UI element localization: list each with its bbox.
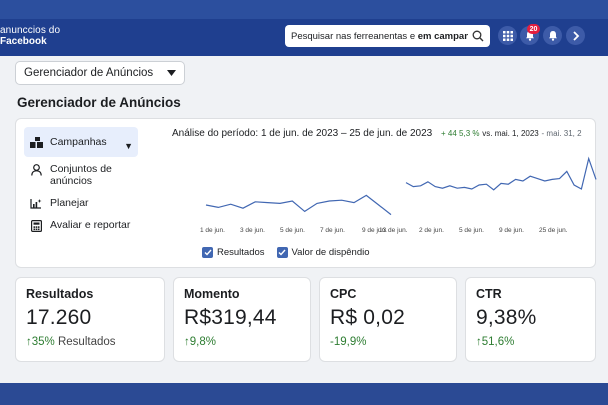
sidebar-nav: Campanhas ▼ Conjuntos de anúncios Planej… <box>24 127 138 238</box>
bottom-bar <box>0 383 608 405</box>
top-bar-strip <box>0 0 608 19</box>
nav-item-label: Planejar <box>50 197 89 209</box>
search-input[interactable]: Pesquisar nas ferreanentas e em campanha… <box>285 25 490 47</box>
kpi-card-cpc[interactable]: CPC R$ 0,02 -19,9% <box>319 277 457 362</box>
nav-item-plan[interactable]: Planejar <box>24 193 138 213</box>
kpi-value: R$ 0,02 <box>330 306 405 329</box>
legend-label: Valor de dispêndio <box>291 247 370 258</box>
kpi-name: CPC <box>330 287 357 301</box>
x-tick-label: 2 de jun. <box>419 227 444 234</box>
brand-line2: Facebook <box>0 36 47 47</box>
x-tick-label: 13 de jun. <box>379 227 408 234</box>
kpi-card-results[interactable]: Resultados 17.260 ↑35% Resultados <box>15 277 165 362</box>
arrow-up-icon: ↑ <box>26 336 32 348</box>
brand-line1: anunccios do <box>0 25 61 36</box>
kpi-name: Resultados <box>26 287 94 301</box>
chevron-right-icon <box>572 30 579 41</box>
kpi-change: -19,9% <box>330 336 367 348</box>
forward-button[interactable] <box>566 26 585 45</box>
chart-x-axis: 1 de jun. 3 de jun. 5 de jun. 7 de jun. 9 de… <box>200 227 581 239</box>
period-summary: Análise do período: 1 de jun. de 2023 – … <box>172 128 582 139</box>
notifications-badge: 20 <box>527 24 540 34</box>
performance-chart <box>205 156 597 216</box>
alerts-button[interactable] <box>543 26 562 45</box>
checkbox-checked-icon[interactable] <box>276 247 288 258</box>
legend-spend[interactable]: Valor de dispêndio <box>276 247 370 258</box>
bell-icon <box>548 31 557 41</box>
search-bold-text: em campanhas <box>417 30 468 42</box>
nav-item-campaigns[interactable]: Campanhas ▼ <box>24 127 138 157</box>
calculator-icon <box>29 219 43 232</box>
nav-item-report[interactable]: Avaliar e reportar <box>24 215 138 236</box>
chart-sparkle-icon <box>29 197 43 209</box>
series-line-2 <box>405 156 597 191</box>
series-line-1 <box>205 194 392 216</box>
period-change: + 44 5,3 % <box>441 129 480 138</box>
grid-icon <box>502 30 513 41</box>
x-tick-label: 5 de jun. <box>459 227 484 234</box>
x-tick-label: 1 de jun. <box>200 227 225 234</box>
nav-item-label: Conjuntos de anúncios <box>50 163 112 187</box>
brand-logo[interactable]: anunccios do Facebook <box>0 25 60 47</box>
chart-legend: Resultados Valor de dispêndio <box>202 247 370 258</box>
nav-item-label: Avaliar e reportar <box>50 219 131 231</box>
search-icon <box>472 30 484 42</box>
kpi-change: ↑9,8% <box>184 336 216 348</box>
kpi-value: 17.260 <box>26 306 92 329</box>
caret-down-icon <box>167 70 176 76</box>
kpi-card-momento[interactable]: Momento R$319,44 ↑9,8% <box>173 277 311 362</box>
overview-card: Campanhas ▼ Conjuntos de anúncios Planej… <box>15 118 597 268</box>
x-tick-label: 7 de jun. <box>320 227 345 234</box>
kpi-change: ↑51,6% <box>476 336 515 348</box>
nav-item-ad-sets[interactable]: Conjuntos de anúncios <box>24 159 138 191</box>
kpi-name: Momento <box>184 287 240 301</box>
caret-down-icon: ▼ <box>124 141 133 151</box>
period-label: Análise do período: <box>172 128 259 139</box>
campaigns-icon <box>29 136 43 148</box>
checkbox-checked-icon[interactable] <box>202 247 213 258</box>
page-title: Gerenciador de Anúncios <box>17 95 181 110</box>
person-icon <box>29 163 43 176</box>
x-tick-label: 5 de jun. <box>280 227 305 234</box>
kpi-card-ctr[interactable]: CTR 9,38% ↑51,6% <box>465 277 596 362</box>
legend-label: Resultados <box>217 247 265 258</box>
legend-results[interactable]: Resultados <box>202 247 265 258</box>
manager-select[interactable]: Gerenciador de Anúncios <box>15 61 185 85</box>
period-range[interactable]: 1 de jun. de 2023 – 25 de jun. de 2023 <box>260 128 433 139</box>
x-tick-label: 3 de jun. <box>240 227 265 234</box>
kpi-change: ↑35% Resultados <box>26 336 116 348</box>
x-tick-label: 9 de jun. <box>499 227 524 234</box>
period-vs: vs. mai. 1, 2023 <box>482 129 539 138</box>
manager-select-value: Gerenciador de Anúncios <box>24 67 154 79</box>
arrow-up-icon: ↑ <box>184 336 190 348</box>
apps-grid-button[interactable] <box>498 26 517 45</box>
x-tick-label: 25 de jun. <box>539 227 568 234</box>
x-tick-label: 9 de jun. <box>362 227 387 234</box>
nav-item-label: Campanhas <box>50 136 107 148</box>
kpi-name: CTR <box>476 287 502 301</box>
arrow-up-icon: ↑ <box>476 336 482 348</box>
period-compare: - mai. 31, 2 <box>541 129 582 138</box>
search-text: Pesquisar nas ferreanentas e <box>291 30 416 42</box>
kpi-value: 9,38% <box>476 306 537 329</box>
kpi-value: R$319,44 <box>184 306 277 329</box>
